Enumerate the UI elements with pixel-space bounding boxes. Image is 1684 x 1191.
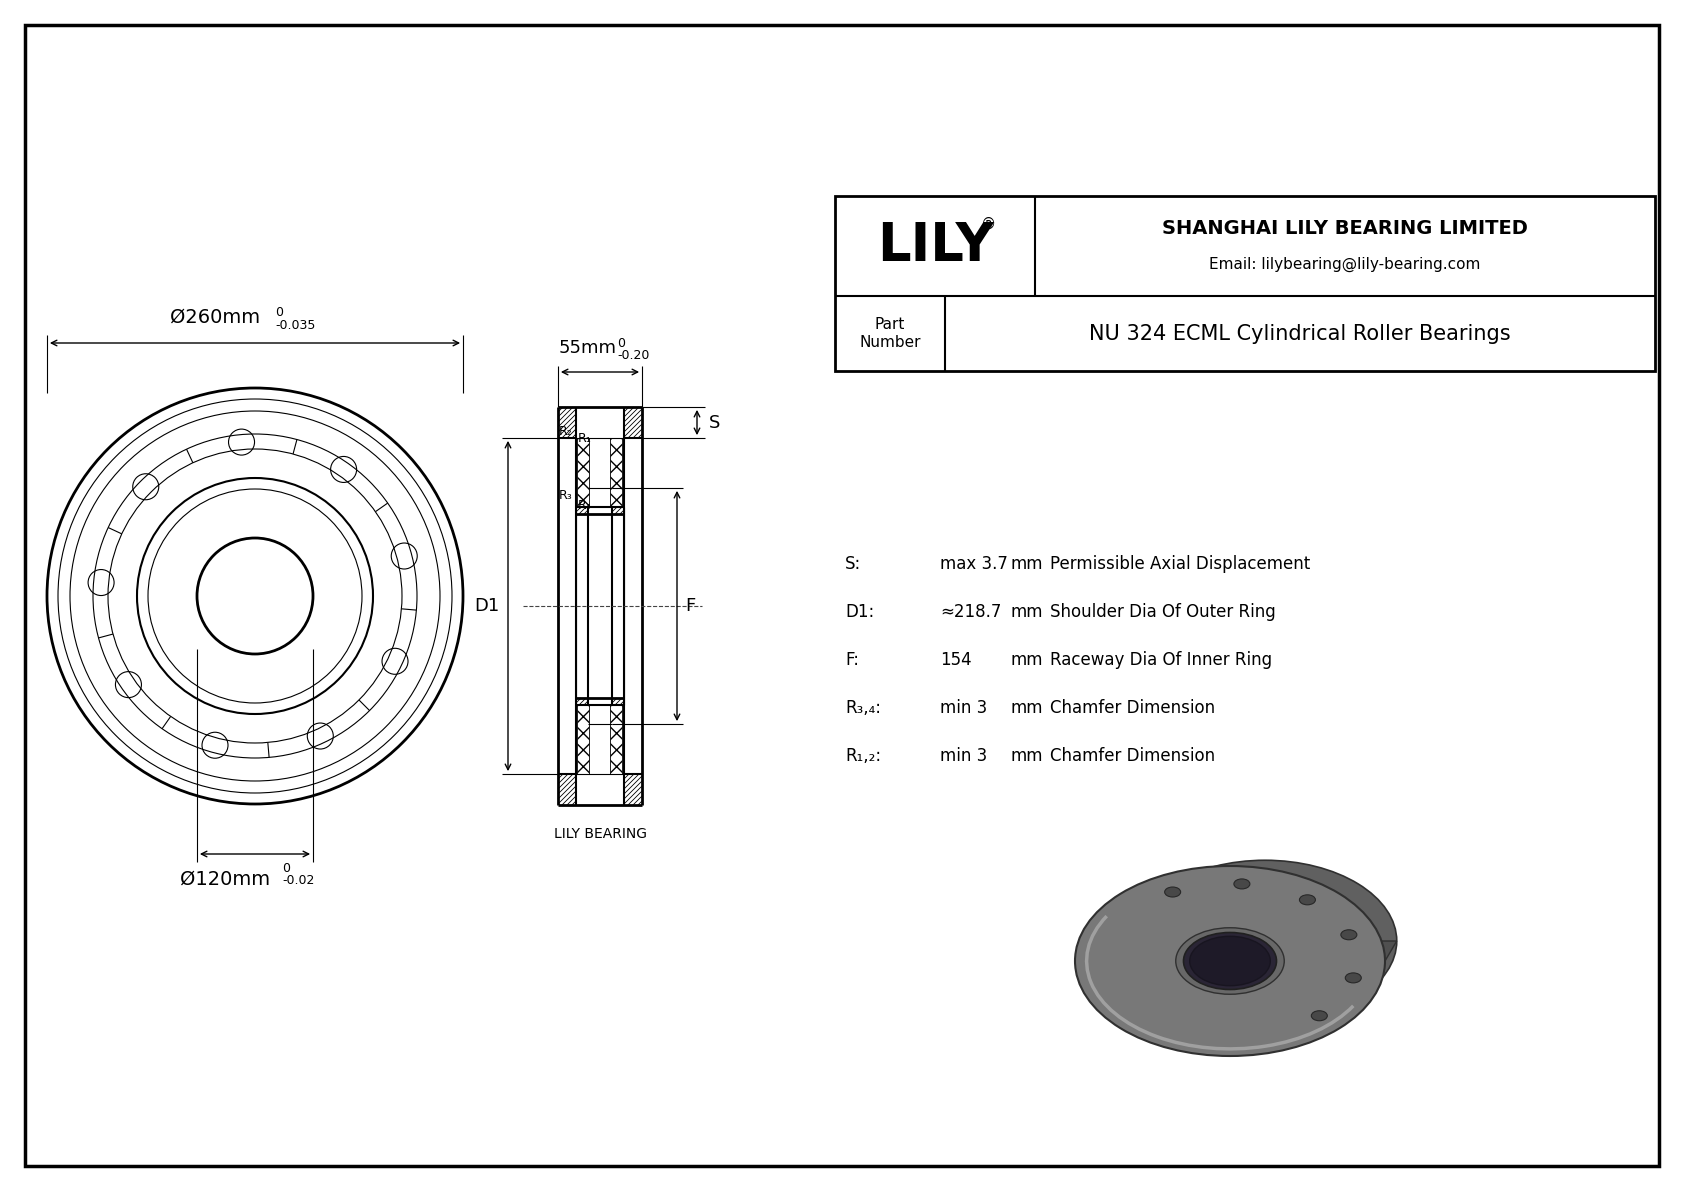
- Text: Ø260mm: Ø260mm: [170, 308, 259, 328]
- Text: ®: ®: [982, 217, 997, 231]
- Ellipse shape: [1340, 930, 1357, 940]
- Text: Permissible Axial Displacement: Permissible Axial Displacement: [1051, 555, 1310, 573]
- Polygon shape: [1074, 941, 1396, 961]
- Text: Chamfer Dimension: Chamfer Dimension: [1051, 747, 1216, 765]
- Ellipse shape: [1346, 973, 1361, 983]
- Ellipse shape: [1189, 936, 1270, 986]
- Text: 0: 0: [616, 337, 625, 350]
- Text: ≈218.7: ≈218.7: [940, 603, 1002, 621]
- Text: mm: mm: [1010, 603, 1042, 621]
- Text: D1:: D1:: [845, 603, 874, 621]
- Bar: [610, 438, 621, 507]
- Text: 0: 0: [274, 306, 283, 319]
- Text: min 3: min 3: [940, 699, 987, 717]
- Text: R₁: R₁: [578, 432, 591, 445]
- Text: Shoulder Dia Of Outer Ring: Shoulder Dia Of Outer Ring: [1051, 603, 1276, 621]
- Ellipse shape: [1312, 1011, 1327, 1021]
- Ellipse shape: [1300, 894, 1315, 905]
- Text: S:: S:: [845, 555, 861, 573]
- Ellipse shape: [1175, 928, 1285, 994]
- Ellipse shape: [1074, 866, 1384, 1056]
- Bar: [578, 438, 589, 507]
- Text: R₄: R₄: [578, 499, 591, 512]
- Text: R₁,₂:: R₁,₂:: [845, 747, 881, 765]
- Text: Raceway Dia Of Inner Ring: Raceway Dia Of Inner Ring: [1051, 651, 1271, 669]
- Text: R₃,₄:: R₃,₄:: [845, 699, 881, 717]
- Text: min 3: min 3: [940, 747, 987, 765]
- Text: R₃: R₃: [559, 490, 573, 501]
- Text: 0: 0: [281, 862, 290, 875]
- Text: -0.02: -0.02: [281, 874, 315, 887]
- Ellipse shape: [1165, 887, 1180, 897]
- Text: -0.035: -0.035: [274, 319, 315, 332]
- Bar: [610, 705, 621, 774]
- Text: mm: mm: [1010, 699, 1042, 717]
- Text: mm: mm: [1010, 747, 1042, 765]
- Ellipse shape: [1133, 860, 1396, 1022]
- Text: S: S: [709, 413, 721, 431]
- Text: Chamfer Dimension: Chamfer Dimension: [1051, 699, 1216, 717]
- Text: F:: F:: [845, 651, 859, 669]
- Text: Email: lilybearing@lily-bearing.com: Email: lilybearing@lily-bearing.com: [1209, 256, 1480, 272]
- Text: mm: mm: [1010, 651, 1042, 669]
- Bar: [835, 197, 1655, 372]
- Text: SHANGHAI LILY BEARING LIMITED: SHANGHAI LILY BEARING LIMITED: [1162, 218, 1527, 237]
- Text: D1: D1: [475, 597, 500, 615]
- Text: F: F: [685, 597, 695, 615]
- Text: Part
Number: Part Number: [859, 317, 921, 350]
- Bar: [578, 705, 589, 774]
- Text: LILY BEARING: LILY BEARING: [554, 827, 647, 841]
- Text: NU 324 ECML Cylindrical Roller Bearings: NU 324 ECML Cylindrical Roller Bearings: [1090, 324, 1511, 343]
- Text: R₂: R₂: [559, 425, 573, 438]
- Ellipse shape: [1234, 879, 1250, 888]
- Ellipse shape: [1184, 933, 1276, 990]
- Text: max 3.7: max 3.7: [940, 555, 1009, 573]
- Text: Ø120mm: Ø120mm: [180, 869, 269, 888]
- Text: 154: 154: [940, 651, 972, 669]
- Text: -0.20: -0.20: [616, 349, 650, 362]
- Text: LILY: LILY: [877, 220, 994, 272]
- Text: 55mm: 55mm: [559, 339, 616, 357]
- Text: mm: mm: [1010, 555, 1042, 573]
